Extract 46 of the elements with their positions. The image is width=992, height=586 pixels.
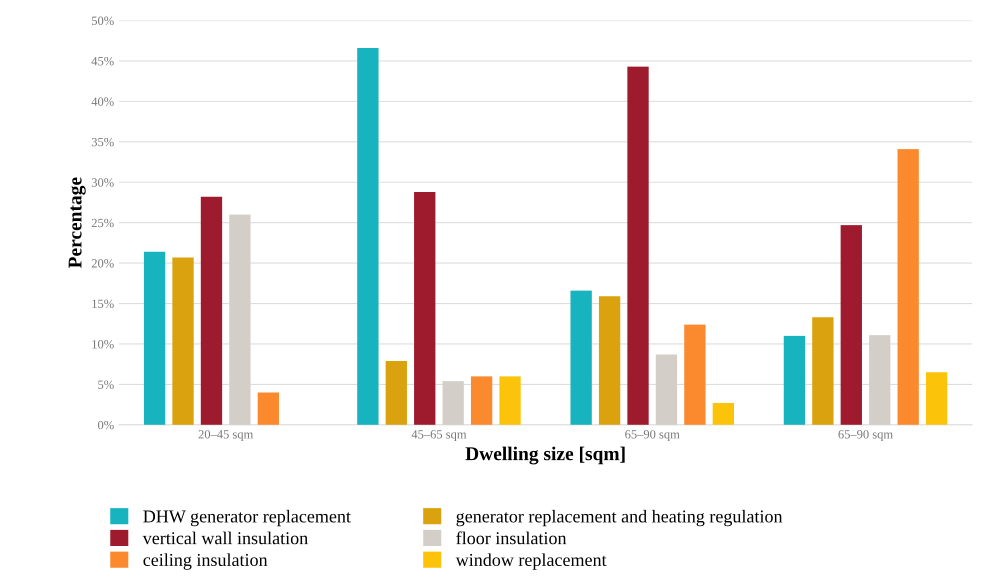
bar [840,225,862,425]
bar [812,317,834,425]
y-tick-label: 15% [92,300,114,308]
bar [784,336,806,425]
legend-label: window replacement [456,553,606,570]
bar [712,403,734,425]
y-tick-label: 35% [92,138,114,146]
legend-label: DHW generator replacement [143,510,351,526]
y-tick-label: 30% [92,178,114,187]
legend-label: generator replacement and heating regulation [456,510,782,526]
x-tick-label: 45–65 sqm [412,430,466,442]
bar [869,335,890,425]
bar [684,324,706,425]
y-tick-label: 5% [98,380,114,389]
bar [499,376,521,425]
x-tick-label: 20–45 sqm [198,430,254,442]
y-tick-label: 25% [92,218,114,228]
bar [898,149,919,425]
bar [470,376,492,425]
x-tick-label: 65–90 sqm [625,430,680,442]
bar [442,381,464,425]
bar [926,372,948,425]
x-axis-title: Dwelling size [sqm] [465,446,625,464]
bar [172,257,194,425]
y-tick-label: 45% [92,56,114,66]
bar [386,360,407,425]
y-tick-label: 40% [92,97,114,106]
y-tick-label: 20% [92,259,114,268]
bar [627,66,649,425]
bar [200,196,222,425]
y-tick-label: 10% [92,340,114,348]
x-tick-label: 65–90 sqm [838,430,893,442]
y-tick-label: 50% [92,16,114,26]
bar [598,296,620,425]
bar [414,192,436,425]
y-tick-label: 0% [98,420,114,430]
y-axis-title: Percentage [68,177,86,268]
bar [144,252,166,425]
bar [357,48,379,425]
bar [229,214,251,425]
bar [570,290,592,425]
legend-label: floor insulation [456,531,566,544]
bar [656,354,678,425]
bar [258,392,279,425]
legend-label: ceiling insulation [143,553,268,570]
legend-label: vertical wall insulation [142,532,308,544]
